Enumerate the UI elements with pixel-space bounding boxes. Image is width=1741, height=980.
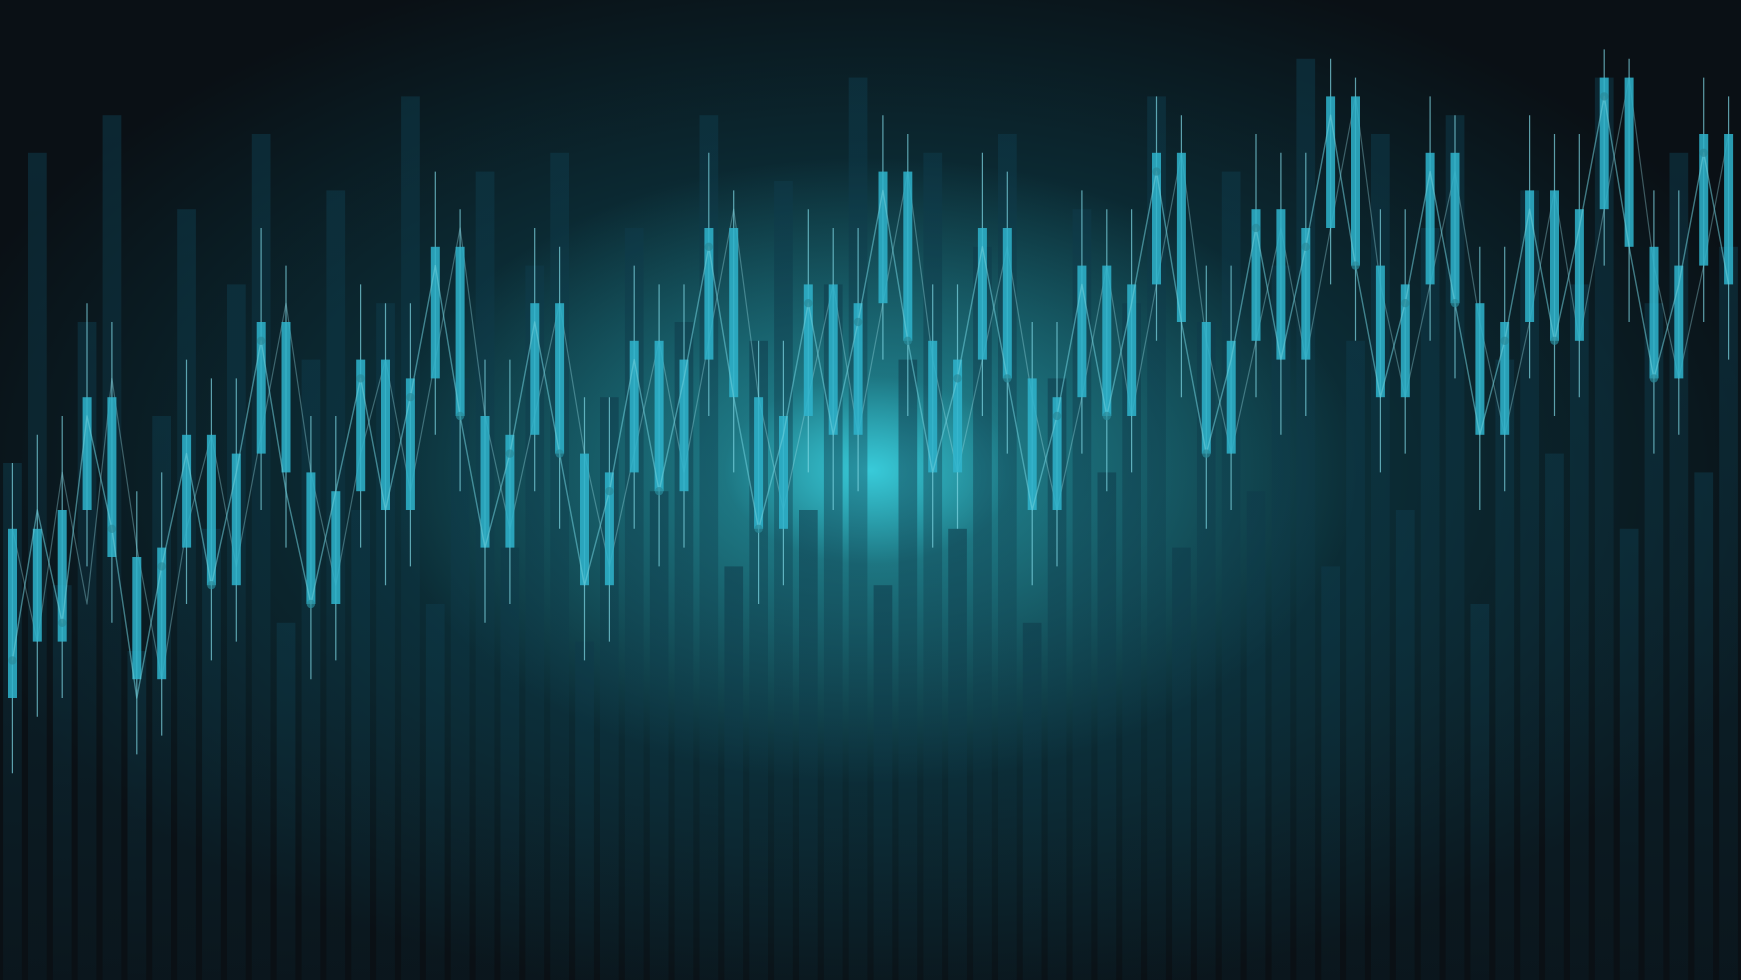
volume-bar (1545, 454, 1564, 980)
candle-body (729, 228, 738, 397)
line-marker (1302, 243, 1310, 251)
line-marker (1700, 149, 1708, 157)
line-marker (904, 337, 912, 345)
volume-bar (501, 548, 520, 980)
volume-bar (1247, 491, 1266, 980)
line-marker (406, 393, 414, 401)
candle-body (207, 435, 216, 585)
candle-body (1724, 134, 1733, 284)
volume-bar (874, 585, 893, 980)
line-marker (555, 449, 563, 457)
line-marker (58, 619, 66, 627)
candle-body (903, 172, 912, 341)
candle-body (1276, 209, 1285, 359)
candle-body (282, 322, 291, 472)
candle-body (1102, 266, 1111, 416)
candle-body (829, 284, 838, 434)
volume-bar (849, 78, 868, 980)
line-marker (108, 525, 116, 533)
volume-bar (1396, 510, 1415, 980)
volume-bar (1172, 548, 1191, 980)
line-marker (158, 562, 166, 570)
line-marker (356, 374, 364, 382)
line-marker (456, 412, 464, 420)
line-marker (1252, 224, 1260, 232)
candle-body (33, 529, 42, 642)
volume-bar (1346, 341, 1365, 980)
volume-bar (575, 642, 594, 980)
line-marker (1501, 337, 1509, 345)
line-marker (854, 318, 862, 326)
candle-body (8, 529, 17, 698)
line-marker (1152, 167, 1160, 175)
volume-bar (1694, 472, 1713, 980)
candle-body (306, 472, 315, 604)
line-marker (8, 656, 16, 664)
line-marker (1451, 299, 1459, 307)
volume-bar (799, 510, 818, 980)
line-marker (307, 600, 315, 608)
candle-body (381, 360, 390, 510)
volume-bar (1321, 566, 1340, 980)
candle-body (1003, 228, 1012, 378)
candle-body (1451, 153, 1460, 303)
line-marker (705, 243, 713, 251)
line-marker (1351, 261, 1359, 269)
volume-bar (277, 623, 296, 980)
line-marker (655, 487, 663, 495)
candle-body (1351, 96, 1360, 265)
volume-bar (724, 566, 743, 980)
volume-bar (351, 510, 370, 980)
candle-body (655, 341, 664, 491)
line-marker (1550, 337, 1558, 345)
line-marker (1401, 299, 1409, 307)
line-marker (953, 374, 961, 382)
volume-bar (948, 529, 967, 980)
line-marker (804, 299, 812, 307)
volume-bar (1023, 623, 1042, 980)
candle-body (83, 397, 92, 510)
volume-bar (1620, 529, 1639, 980)
line-marker (1202, 449, 1210, 457)
line-marker (1053, 412, 1061, 420)
line-marker (257, 337, 265, 345)
candle-body (1550, 190, 1559, 340)
candle-body (1177, 153, 1186, 322)
line-marker (754, 525, 762, 533)
line-marker (207, 581, 215, 589)
line-marker (1600, 92, 1608, 100)
line-marker (1103, 412, 1111, 420)
line-marker (506, 449, 514, 457)
volume-bar (923, 153, 942, 980)
volume-bar (1098, 472, 1117, 980)
candlestick-chart (0, 0, 1741, 980)
volume-bar (1471, 604, 1490, 980)
candle-body (182, 435, 191, 548)
line-marker (1003, 374, 1011, 382)
candle-body (555, 303, 564, 453)
line-marker (605, 487, 613, 495)
volume-bar (426, 604, 445, 980)
line-marker (1650, 374, 1658, 382)
candle-body (456, 247, 465, 416)
volume-bar (899, 360, 918, 980)
candle-body (1625, 78, 1634, 247)
candle-body (132, 557, 141, 679)
